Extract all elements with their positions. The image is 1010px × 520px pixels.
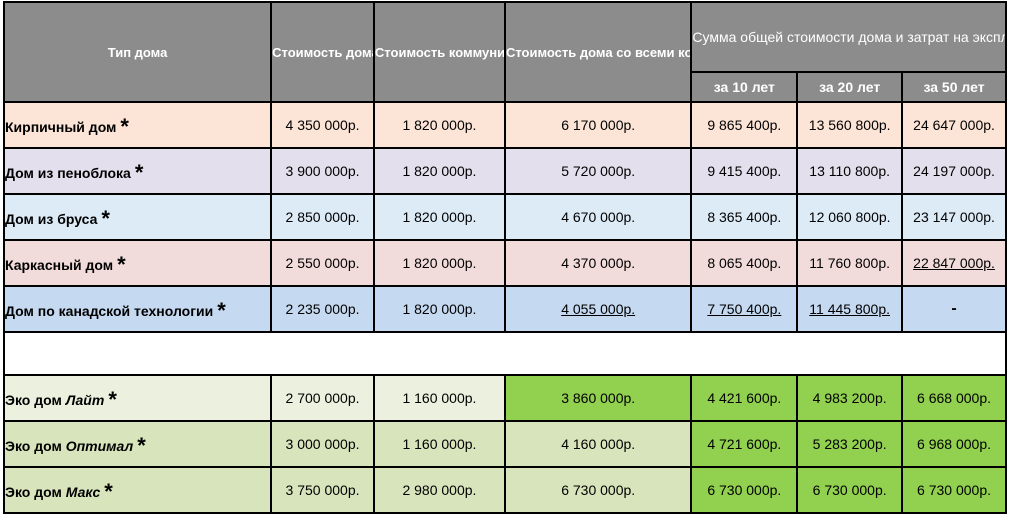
cost-cell: 4 421 600р. bbox=[690, 374, 799, 422]
cost-cell: 1 820 000р. bbox=[372, 147, 506, 195]
header-house-with-communications: Стоимость дома со всеми коммуникациями и… bbox=[503, 1, 693, 103]
cost-cell: 5 720 000р. bbox=[503, 147, 693, 195]
cost-cell: 13 110 800р. bbox=[796, 147, 904, 195]
table-row: Дом из бруса * 2 850 000р. 1 820 000р. 4 … bbox=[2, 193, 1007, 241]
cost-cell: 9 415 400р. bbox=[690, 147, 799, 195]
house-type-cell: Эко дом Макс * bbox=[2, 466, 273, 514]
table-row: Кирпичный дом * 4 350 000р. 1 820 000р. 6… bbox=[2, 101, 1007, 149]
cost-cell: 23 147 000р. bbox=[901, 193, 1007, 241]
cost-cell: 3 900 000р. bbox=[270, 147, 375, 195]
cost-cell: 6 170 000р. bbox=[503, 101, 693, 149]
cost-cell: 5 283 200р. bbox=[796, 420, 904, 468]
table-row: Каркасный дом * 2 550 000р. 1 820 000р. 4… bbox=[2, 239, 1007, 287]
cost-cell: 1 820 000р. bbox=[372, 193, 506, 241]
cost-cell: 2 980 000р. bbox=[372, 466, 506, 514]
cost-cell: 11 445 800р. bbox=[796, 285, 904, 333]
house-type-cell: Каркасный дом * bbox=[2, 239, 273, 287]
cost-cell: 4 370 000р. bbox=[503, 239, 693, 287]
cost-cell: 7 750 400р. bbox=[690, 285, 799, 333]
house-type-cell: Дом из бруса * bbox=[2, 193, 273, 241]
house-type-cell: Дом по канадской технологии * bbox=[2, 285, 273, 333]
separator-row bbox=[3, 331, 1007, 376]
cost-cell: 4 983 200р. bbox=[796, 374, 904, 422]
cost-cell: 13 560 800р. bbox=[796, 101, 904, 149]
cost-cell: 4 350 000р. bbox=[270, 101, 375, 149]
header-house-type: Тип дома bbox=[2, 1, 273, 103]
house-type-cell: Кирпичный дом * bbox=[2, 101, 273, 149]
cost-cell: 4 721 600р. bbox=[690, 420, 799, 468]
cost-cell: 6 730 000р. bbox=[503, 466, 693, 514]
cost-cell: 3 000 000р. bbox=[270, 420, 375, 468]
cost-cell: 2 235 000р. bbox=[270, 285, 375, 333]
table-row: Эко дом Оптимал * 3 000 000р. 1 160 000р.… bbox=[2, 420, 1007, 468]
cost-cell: 4 670 000р. bbox=[503, 193, 693, 241]
house-type-cell: Дом из пеноблока * bbox=[2, 147, 273, 195]
cost-cell: 3 750 000р. bbox=[270, 466, 375, 514]
cost-cell: 6 730 000р. bbox=[901, 466, 1007, 514]
cost-cell: 1 820 000р. bbox=[372, 239, 506, 287]
cost-cell: 2 850 000р. bbox=[270, 193, 375, 241]
cost-cell: 1 820 000р. bbox=[372, 285, 506, 333]
cost-cell: 1 160 000р. bbox=[372, 374, 506, 422]
cost-cell: 1 160 000р. bbox=[372, 420, 506, 468]
header-10-years: за 10 лет bbox=[690, 71, 799, 103]
cost-cell: 22 847 000р. bbox=[901, 239, 1007, 287]
cost-cell: 6 668 000р. bbox=[901, 374, 1007, 422]
house-type-cell: Эко дом Лайт * bbox=[2, 374, 273, 422]
cost-cell: 8 365 400р. bbox=[690, 193, 799, 241]
cost-cell: 2 700 000р. bbox=[270, 374, 375, 422]
house-type-cell: Эко дом Оптимал * bbox=[2, 420, 273, 468]
cost-cell: 24 197 000р. bbox=[901, 147, 1007, 195]
header-20-years: за 20 лет bbox=[796, 71, 904, 103]
cost-cell: 3 860 000р. bbox=[503, 374, 693, 422]
cost-cell: 2 550 000р. bbox=[270, 239, 375, 287]
header-cost-no-finish: Стоимость дома без отделки, м2 bbox=[270, 1, 375, 103]
cost-cell: 6 730 000р. bbox=[796, 466, 904, 514]
header-communications-cost: Стоимость коммуникаций и оборудования bbox=[372, 1, 506, 103]
table-row: Дом из пеноблока * 3 900 000р. 1 820 000р… bbox=[2, 147, 1007, 195]
table-row: Дом по канадской технологии * 2 235 000р.… bbox=[2, 285, 1007, 333]
header-total-operation-costs: Сумма общей стоимости дома и затрат на э… bbox=[690, 1, 1007, 73]
cost-cell: 6 968 000р. bbox=[901, 420, 1007, 468]
header-50-years: за 50 лет bbox=[901, 71, 1007, 103]
cost-cell: 11 760 800р. bbox=[796, 239, 904, 287]
cost-cell: 8 065 400р. bbox=[690, 239, 799, 287]
cost-cell: 24 647 000р. bbox=[901, 101, 1007, 149]
cost-cell: 4 055 000р. bbox=[503, 285, 693, 333]
cost-cell: 12 060 800р. bbox=[796, 193, 904, 241]
cost-cell: 6 730 000р. bbox=[690, 466, 799, 514]
table-row: Эко дом Макс * 3 750 000р. 2 980 000р. 6 … bbox=[2, 466, 1007, 514]
cost-cell: 1 820 000р. bbox=[372, 101, 506, 149]
cost-cell: 9 865 400р. bbox=[690, 101, 799, 149]
table-row: Эко дом Лайт * 2 700 000р. 1 160 000р. 3 … bbox=[2, 374, 1007, 422]
cost-cell: - bbox=[901, 285, 1007, 333]
separator-cell bbox=[3, 331, 1007, 376]
cost-cell: 4 160 000р. bbox=[503, 420, 693, 468]
